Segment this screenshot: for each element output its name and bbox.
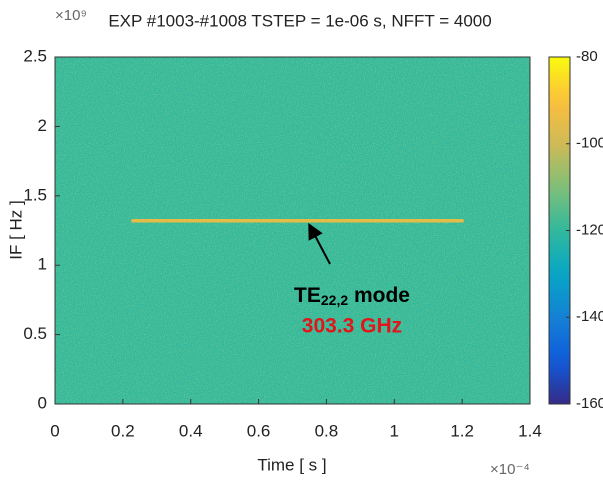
- colorbar-tick-label: -100: [576, 135, 603, 152]
- x-tick-label: 0.8: [315, 421, 339, 440]
- x-tick-label: 1.2: [450, 421, 474, 440]
- x-exponent: ×10⁻⁴: [490, 461, 530, 478]
- plot-frame: [54, 56, 531, 405]
- y-tick-label: 2.5: [23, 46, 47, 65]
- y-tick-label: 0: [38, 393, 47, 412]
- x-tick-label: 0.2: [111, 421, 135, 440]
- mode-label: TE22,2 mode: [294, 284, 410, 308]
- colorbar-tick-label: -80: [576, 48, 598, 65]
- x-tick-label: 0: [50, 421, 59, 440]
- colorbar-tick-label: -140: [576, 308, 603, 325]
- y-tick-label: 2: [38, 116, 47, 135]
- x-tick-label: 0.6: [247, 421, 271, 440]
- y-tick-label: 0.5: [23, 324, 47, 343]
- y-tick-label: 1: [38, 255, 47, 274]
- mode-text: TE: [294, 284, 321, 307]
- x-tick-label: 1: [390, 421, 399, 440]
- mode-suffix: mode: [348, 284, 410, 307]
- x-axis-label: Time [ s ]: [257, 455, 326, 474]
- y-tick-label: 1.5: [23, 185, 47, 204]
- y-exponent: ×10⁹: [55, 7, 87, 24]
- noise-texture: [55, 57, 530, 404]
- x-tick-label: 0.4: [179, 421, 203, 440]
- plot-area: 0 0.2 0.4 0.6 0.8 1 1.2 1.4 0 0.5 1 1.5 2 2.5 -160 -140…: [23, 46, 603, 440]
- colorbar-tick-label: -120: [576, 221, 603, 238]
- y-axis-label: IF [ Hz ]: [6, 200, 25, 260]
- colorbar-tick-label: -160: [576, 395, 603, 412]
- mode-subscript: 22,2: [321, 292, 348, 308]
- chart-title: EXP #1003-#1008 TSTEP = 1e-06 s, NFFT = …: [108, 11, 491, 30]
- frequency-label: 303.3 GHz: [302, 315, 402, 338]
- x-tick-label: 1.4: [518, 421, 542, 440]
- arrow: [308, 222, 331, 265]
